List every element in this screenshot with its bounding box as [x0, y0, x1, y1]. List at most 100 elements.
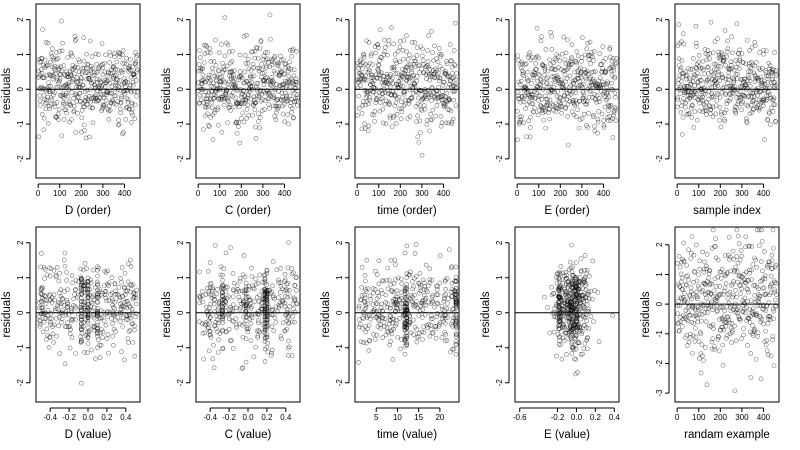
data-point: [220, 304, 225, 309]
data-point: [416, 70, 422, 75]
data-point: [200, 331, 206, 336]
data-point: [398, 346, 403, 352]
data-point: [237, 104, 242, 110]
data-point: [54, 316, 59, 321]
data-point: [259, 301, 264, 306]
y-tick-label: 2: [335, 240, 344, 245]
data-point: [436, 46, 442, 51]
data-point: [750, 90, 756, 96]
data-point: [679, 275, 685, 281]
data-point: [454, 332, 459, 338]
x-tick-label: 0.4: [609, 413, 621, 422]
data-point: [262, 78, 268, 83]
data-point: [562, 72, 568, 78]
data-point: [750, 99, 755, 104]
data-point: [743, 82, 748, 87]
data-point: [96, 98, 102, 103]
data-point: [716, 49, 721, 55]
data-point: [529, 91, 535, 97]
data-point: [204, 102, 210, 107]
data-point: [215, 320, 221, 326]
data-point: [399, 337, 404, 342]
data-point: [206, 348, 212, 354]
data-point: [94, 310, 100, 316]
data-point: [127, 328, 133, 333]
data-point: [61, 63, 67, 68]
data-point: [67, 102, 72, 108]
data-point: [415, 113, 420, 118]
data-point: [581, 90, 586, 95]
data-point: [234, 305, 239, 311]
data-point: [82, 122, 87, 128]
data-point: [131, 82, 136, 88]
data-point: [385, 52, 390, 58]
data-point: [249, 304, 254, 310]
data-point: [64, 110, 69, 116]
data-point: [282, 328, 288, 334]
data-point: [747, 83, 753, 89]
data-point: [735, 233, 741, 239]
data-point: [399, 109, 405, 114]
data-point: [422, 106, 428, 112]
data-point: [453, 85, 459, 90]
data-point: [201, 77, 207, 82]
data-point: [696, 272, 701, 278]
data-point: [74, 94, 80, 99]
data-point: [404, 325, 410, 331]
data-point: [421, 292, 427, 298]
data-point: [372, 86, 378, 91]
data-point: [245, 102, 250, 108]
data-point: [758, 74, 763, 80]
data-point: [536, 55, 541, 61]
data-point: [287, 48, 293, 53]
data-point: [367, 97, 372, 103]
y-tick-label: 0: [655, 86, 664, 91]
data-point: [449, 321, 454, 327]
data-point: [117, 51, 123, 57]
data-point: [205, 92, 211, 98]
data-point: [765, 321, 771, 326]
data-point: [103, 311, 108, 317]
data-point: [575, 107, 580, 113]
data-point: [113, 292, 118, 297]
data-point: [559, 51, 565, 57]
data-point: [250, 62, 256, 67]
data-point: [102, 77, 108, 83]
data-point: [249, 265, 254, 271]
data-point: [295, 95, 300, 101]
data-point: [56, 107, 62, 112]
data-point: [42, 316, 48, 321]
data-point: [270, 259, 276, 264]
data-point: [545, 75, 550, 81]
data-point: [121, 130, 126, 135]
data-point: [384, 304, 390, 310]
data-point: [47, 335, 53, 340]
data-point: [64, 278, 69, 283]
data-point: [599, 62, 604, 67]
data-point: [390, 75, 395, 81]
data-point: [109, 91, 115, 96]
data-point: [66, 87, 72, 93]
data-point: [433, 326, 439, 332]
y-tick-label: -2: [176, 155, 185, 163]
data-point: [365, 128, 371, 134]
data-point: [92, 305, 97, 310]
data-point: [68, 103, 74, 108]
data-points: [196, 12, 300, 146]
data-point: [712, 39, 718, 45]
data-point: [682, 291, 687, 296]
data-point: [517, 114, 523, 120]
data-point: [563, 106, 569, 111]
data-point: [376, 62, 381, 67]
data-point: [588, 314, 594, 319]
data-point: [450, 70, 455, 76]
data-point: [765, 74, 771, 79]
data-point: [583, 101, 588, 107]
data-point: [91, 267, 96, 273]
data-point: [444, 59, 449, 64]
data-point: [129, 106, 135, 112]
data-point: [409, 69, 414, 75]
data-point: [612, 90, 618, 96]
